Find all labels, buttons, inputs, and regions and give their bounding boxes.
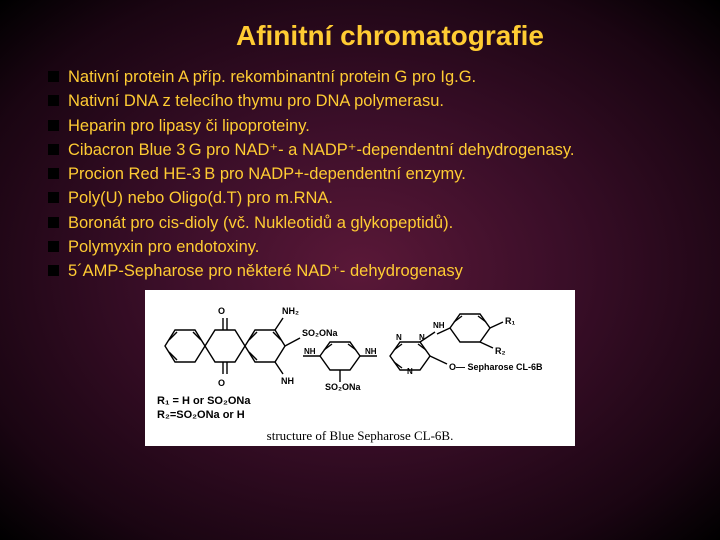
list-item: Cibacron Blue 3 G pro NAD⁺- a NADP⁺-depe… <box>48 139 672 161</box>
list-item: Poly(U) nebo Oligo(d.T) pro m.RNA. <box>48 187 672 209</box>
svg-text:NH: NH <box>365 347 377 356</box>
list-item: Heparin pro lipasy či lipoproteiny. <box>48 115 672 137</box>
svg-text:SO₂ONa: SO₂ONa <box>325 382 362 392</box>
svg-text:NH₂: NH₂ <box>282 306 299 316</box>
list-item: Polymyxin pro endotoxiny. <box>48 236 672 258</box>
svg-text:R₁: R₁ <box>505 316 515 326</box>
r-group-labels: R₁ = H or SO₂ONa R₂=SO₂ONa or H <box>157 395 567 421</box>
svg-text:O— Sepharose CL-6B: O— Sepharose CL-6B <box>449 362 543 372</box>
chemical-structure-icon: O O NH₂ SO₂ONa NH NH NH SO₂ONa N N N NH … <box>155 298 565 393</box>
list-item: Procion Red HE-3 B pro NADP+-dependentní… <box>48 163 672 185</box>
list-item: 5´AMP-Sepharose pro některé NAD⁺- dehydr… <box>48 260 672 282</box>
svg-text:N: N <box>419 333 425 342</box>
svg-text:NH: NH <box>304 347 316 356</box>
list-item: Nativní protein A příp. rekombinantní pr… <box>48 66 672 88</box>
svg-text:NH: NH <box>433 321 445 330</box>
svg-text:SO₂ONa: SO₂ONa <box>302 328 339 338</box>
svg-text:O: O <box>218 378 225 388</box>
diagram-caption: structure of Blue Sepharose CL-6B. <box>153 428 567 444</box>
bullet-list: Nativní protein A příp. rekombinantní pr… <box>48 66 672 282</box>
svg-text:R₂: R₂ <box>495 346 506 356</box>
list-item: Boronát pro cis-dioly (vč. Nukleotidů a … <box>48 212 672 234</box>
svg-text:O: O <box>218 306 225 316</box>
structure-diagram: O O NH₂ SO₂ONa NH NH NH SO₂ONa N N N NH … <box>145 290 575 445</box>
svg-text:N: N <box>396 333 402 342</box>
svg-text:NH: NH <box>281 376 294 386</box>
list-item: Nativní DNA z telecího thymu pro DNA pol… <box>48 90 672 112</box>
svg-text:N: N <box>407 367 413 376</box>
r2-label: R₂=SO₂ONa or H <box>157 409 567 422</box>
slide-title: Afinitní chromatografie <box>48 20 672 52</box>
r1-label: R₁ = H or SO₂ONa <box>157 395 567 408</box>
